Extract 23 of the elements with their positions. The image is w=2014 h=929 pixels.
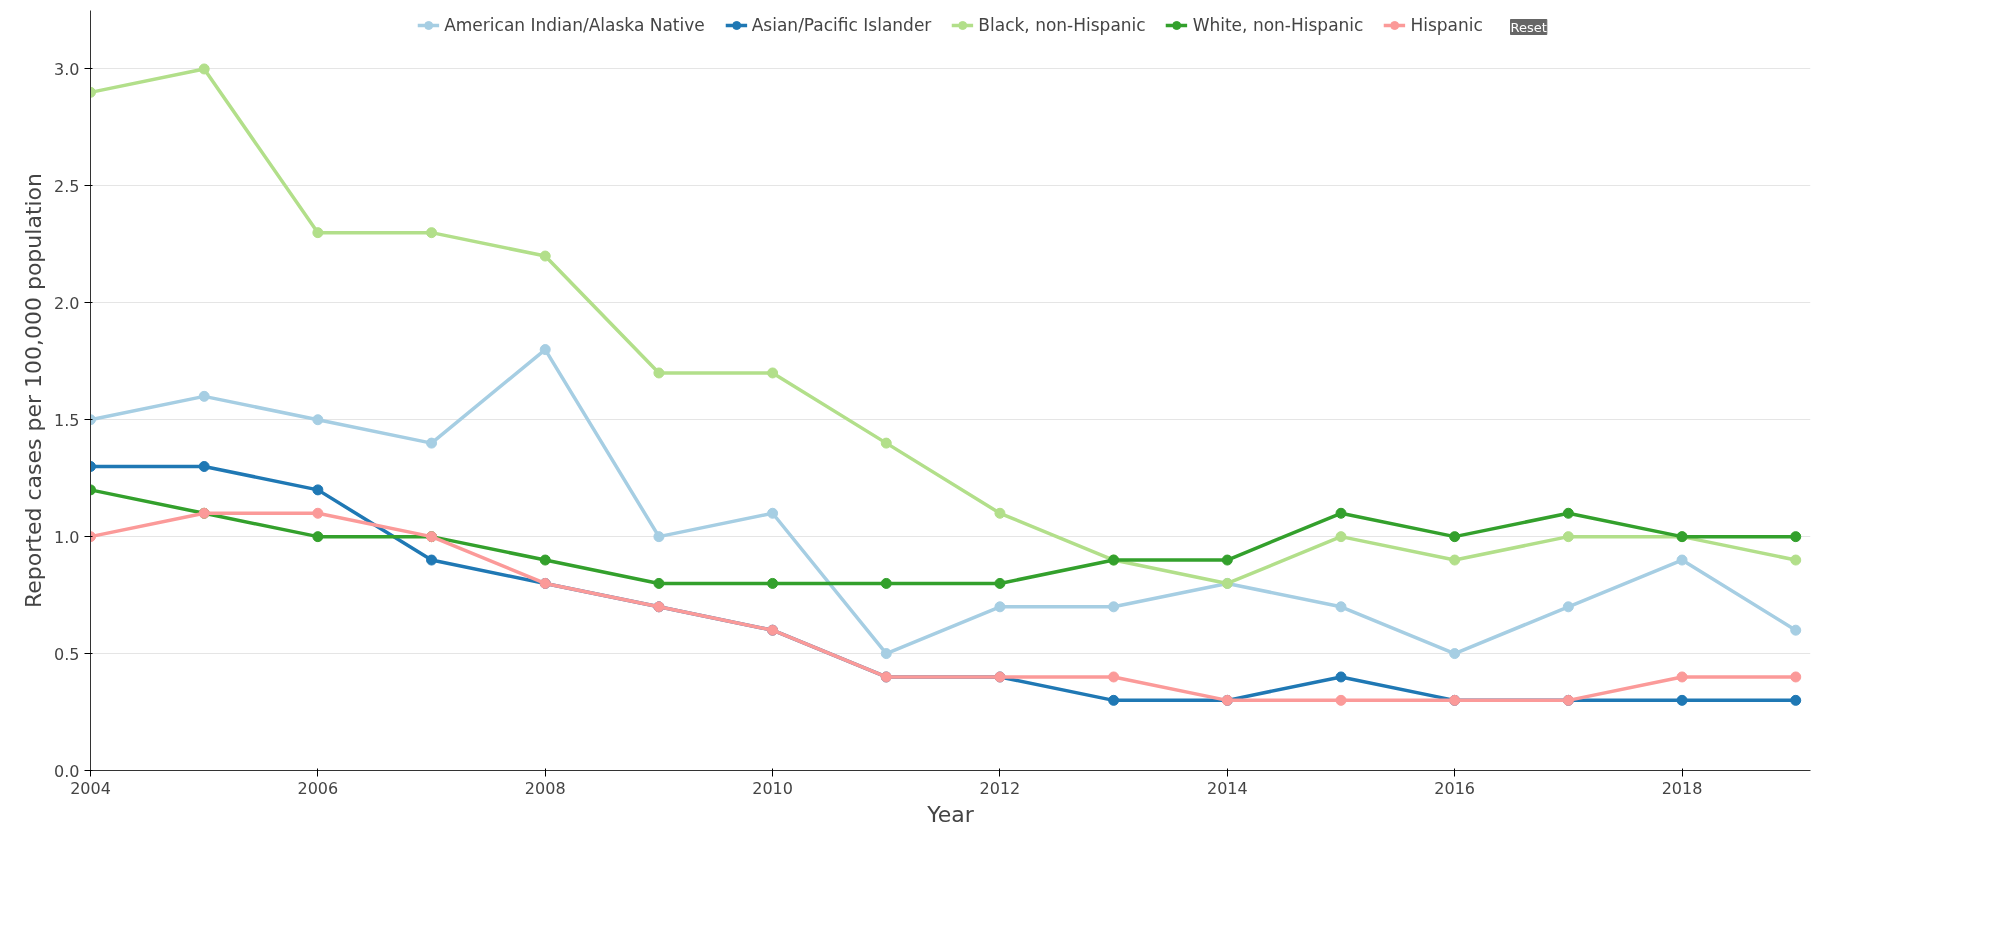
legend-label: Black, non-Hispanic	[978, 15, 1146, 35]
y-axis-title: Reported cases per 100,000 population	[21, 172, 47, 609]
legend-label: American Indian/Alaska Native	[444, 15, 705, 35]
y-tick-label: 1.0	[54, 527, 80, 547]
x-tick-label: 2018	[1661, 778, 1703, 798]
y-tick-label: 1.5	[54, 410, 80, 430]
legend-label: Asian/Pacific Islander	[751, 15, 932, 35]
x-tick-label: 2012	[979, 778, 1021, 798]
x-axis-title: Year	[926, 801, 975, 827]
y-tick-label: 2.0	[54, 293, 80, 313]
x-tick-label: 2016	[1434, 778, 1476, 798]
y-tick-label: 0.0	[54, 761, 80, 781]
y-tick-label: 0.5	[54, 644, 80, 664]
x-tick-label: 2014	[1206, 778, 1248, 798]
x-tick-label: 2004	[70, 778, 111, 798]
y-tick-label: 3.0	[54, 59, 80, 79]
legend-label: White, non-Hispanic	[1192, 15, 1364, 35]
legend-label: Hispanic	[1410, 15, 1483, 35]
x-tick-label: 2008	[524, 778, 566, 798]
x-tick-label: 2006	[297, 778, 339, 798]
y-tick-label: 2.5	[54, 176, 80, 196]
annotation: Reset	[1510, 19, 1547, 35]
x-tick-label: 2010	[752, 778, 793, 798]
